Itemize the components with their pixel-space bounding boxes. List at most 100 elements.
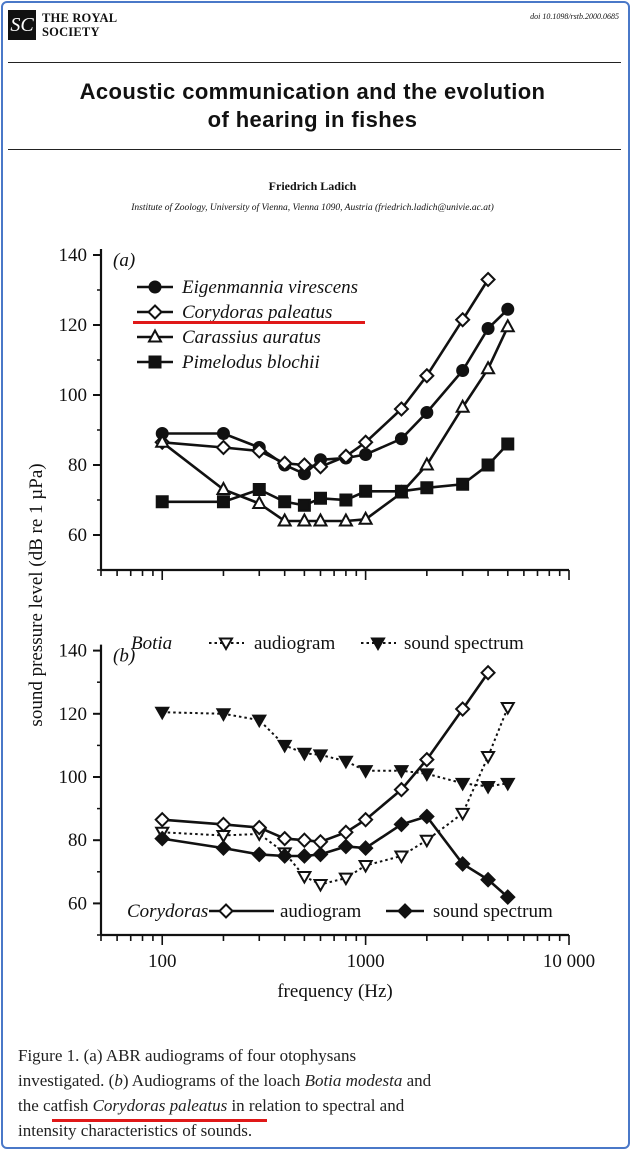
royal-society-logo: SC THE ROYAL SOCIETY [8, 10, 138, 44]
data-point-b-0 [419, 834, 435, 849]
panel-a-y-tick-label: 120 [59, 315, 88, 336]
data-point-b-1 [500, 777, 516, 792]
data-point-b-1 [393, 765, 410, 779]
panel-b-y-tick-label: 80 [68, 830, 87, 851]
data-point-b-3 [296, 848, 313, 864]
data-point-a-2 [419, 456, 435, 471]
data-point-a-3 [501, 437, 515, 451]
data-point-a-0 [394, 432, 408, 446]
data-point-a-2 [276, 512, 293, 527]
data-point-b-0 [393, 850, 410, 865]
data-point-b-0 [454, 807, 471, 822]
series-a-1 [154, 271, 496, 475]
data-point-b-1 [338, 755, 354, 770]
data-point-b-1 [454, 777, 471, 792]
panel-a-label: (a) [113, 250, 135, 271]
panel-a-y-tick-label: 60 [68, 525, 87, 546]
data-point-a-3 [456, 477, 470, 491]
data-point-b-2 [276, 830, 293, 847]
panel-b-x-tick-label: 10 000 [543, 951, 595, 972]
data-point-a-3 [481, 458, 495, 472]
series-line-b-0 [162, 707, 509, 886]
data-point-b-2 [337, 824, 354, 841]
data-point-a-2 [480, 360, 496, 375]
data-point-b-2 [251, 819, 268, 836]
data-point-b-1 [312, 749, 329, 763]
data-point-b-1 [276, 739, 293, 754]
caption-species-corydoras: Corydoras paleatus [92, 1096, 228, 1115]
caption-text: the catfish [18, 1096, 93, 1115]
series-line-b-2 [162, 671, 490, 844]
doi-text: doi 10.1098/rstb.2000.0685 [530, 12, 619, 21]
data-point-a-1 [418, 367, 435, 384]
figure-caption: Figure 1. (a) ABR audiograms of four oto… [18, 1043, 618, 1143]
article-title: Acoustic communication and the evolution… [0, 78, 625, 134]
panel-b-y-tick-label: 140 [59, 641, 88, 662]
caption-highlight-underline [52, 1119, 267, 1122]
legend-a-label: Eigenmannia virescens [181, 277, 358, 298]
data-point-b-2 [418, 751, 435, 768]
panel-b-x-tick-label: 1000 [347, 951, 385, 972]
data-point-b-3 [251, 846, 268, 863]
data-point-b-0 [296, 871, 313, 885]
data-point-b-2 [154, 811, 171, 828]
data-point-b-2 [357, 811, 374, 828]
series-b-2 [154, 664, 496, 850]
caption-text: in relation to spectral and [227, 1096, 405, 1115]
data-point-a-3 [155, 495, 169, 509]
data-point-a-2 [454, 398, 471, 413]
top-rule [8, 62, 621, 63]
publisher-name-line2: SOCIETY [42, 25, 100, 39]
data-point-a-1 [480, 271, 496, 288]
legend-a-marker [148, 355, 162, 369]
series-b-1 [154, 706, 516, 795]
data-point-a-1 [251, 443, 268, 459]
data-point-a-0 [216, 427, 230, 440]
data-point-b-1 [154, 706, 170, 721]
data-point-b-3 [154, 830, 171, 847]
series-line-a-3 [162, 443, 509, 507]
caption-italic: b [114, 1071, 123, 1090]
caption-text: Figure 1. (a) ABR audiograms of four oto… [18, 1046, 357, 1065]
series-a-3 [155, 437, 515, 512]
data-point-a-2 [296, 512, 313, 527]
series-b-3 [154, 808, 516, 905]
data-point-a-0 [481, 322, 495, 335]
data-point-a-3 [297, 498, 311, 512]
data-point-a-0 [359, 448, 373, 461]
data-point-a-1 [357, 434, 374, 451]
data-point-a-2 [500, 318, 516, 333]
logo-mark: SC [8, 10, 36, 40]
data-point-a-1 [454, 311, 471, 328]
data-point-a-1 [337, 448, 354, 465]
caption-line-3: the catfish Corydoras paleatus in relati… [18, 1093, 618, 1118]
data-point-b-0 [312, 878, 329, 893]
data-point-b-3 [357, 840, 374, 857]
title-line-1: Acoustic communication and the evolution [79, 79, 546, 104]
data-point-b-3 [499, 889, 516, 905]
panel-a-y-tick-label: 100 [59, 385, 88, 406]
data-point-a-1 [276, 455, 293, 472]
legend-a-label: Corydoras paleatus [182, 302, 332, 323]
legend-b-spectrum-label: sound spectrum [433, 901, 553, 922]
data-point-a-3 [216, 495, 230, 509]
data-point-b-2 [215, 816, 232, 833]
panel-b-x-tick-label: 100 [148, 951, 177, 972]
data-point-b-3 [312, 846, 329, 863]
caption-text: intensity characteristics of sounds. [18, 1121, 253, 1140]
caption-line-4: intensity characteristics of sounds. [18, 1118, 618, 1143]
data-point-a-2 [215, 480, 232, 495]
panel-b-y-tick-label: 100 [59, 767, 88, 788]
data-point-a-3 [420, 481, 434, 495]
legend-b-marker [218, 903, 234, 919]
author-affiliation: Institute of Zoology, University of Vien… [131, 203, 494, 213]
data-point-b-0 [357, 859, 374, 874]
legend-a-marker [147, 328, 163, 343]
data-point-a-1 [215, 439, 232, 456]
caption-text: ) Audiograms of the loach [122, 1071, 305, 1090]
legend-b-audiogram-label: audiogram [254, 633, 335, 654]
legend-b-marker [218, 637, 234, 652]
data-point-a-2 [357, 510, 374, 525]
legend-b-audiogram-label: audiogram [280, 901, 361, 922]
